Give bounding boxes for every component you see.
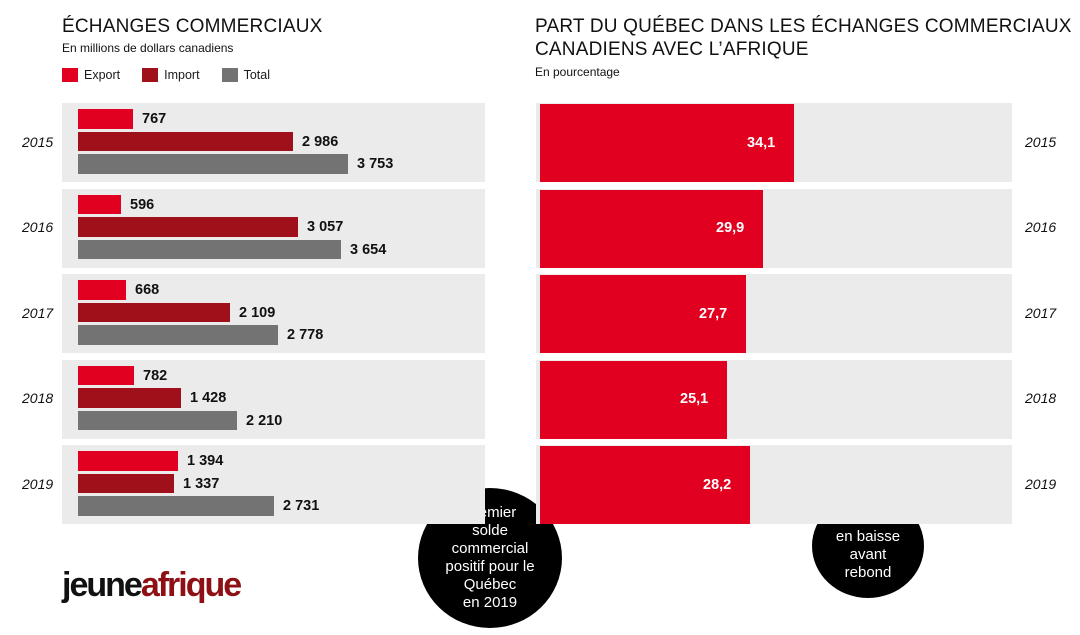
value-label-import-2017: 2 109 bbox=[239, 304, 276, 321]
bar-export-2015 bbox=[78, 109, 133, 129]
legend: Export Import Total bbox=[62, 68, 292, 82]
right-year-label-2016: 2016 bbox=[1025, 219, 1057, 235]
logo-word-jeune: jeune bbox=[62, 566, 143, 604]
left-year-label-2017: 2017 bbox=[22, 304, 54, 321]
bar-export-2016 bbox=[78, 194, 121, 214]
value-label-import-2019: 1 337 bbox=[183, 475, 220, 492]
right-year-label-2017: 2017 bbox=[1025, 304, 1057, 321]
bar-total-2018 bbox=[78, 410, 237, 430]
value-label-total-2015: 3 753 bbox=[357, 156, 394, 172]
value-label-total-2018: 2 210 bbox=[246, 412, 283, 429]
right-chart-subtitle: En pourcentage bbox=[535, 65, 620, 79]
bar-total-2016 bbox=[78, 239, 341, 259]
value-label-export-2018: 782 bbox=[143, 367, 168, 384]
left-year-label-2018: 2018 bbox=[22, 390, 54, 406]
value-label-import-2018: 1 428 bbox=[190, 390, 227, 406]
value-label-total-2017: 2 778 bbox=[287, 327, 324, 343]
share-value-label-2019: 28,2 bbox=[703, 476, 732, 493]
legend-item-total: Total bbox=[221, 68, 270, 82]
bar-export-2017 bbox=[78, 280, 126, 300]
left-chart-title: ÉCHANGES COMMERCIAUX bbox=[62, 16, 323, 37]
left-chart-subtitle: En millions de dollars canadiens bbox=[62, 41, 234, 55]
jeune-afrique-logo: jeuneafrique bbox=[62, 566, 242, 605]
left-year-label-2016: 2016 bbox=[22, 219, 54, 235]
share-value-label-2016: 29,9 bbox=[716, 220, 745, 236]
legend-swatch-export bbox=[62, 68, 78, 82]
bar-total-2015 bbox=[78, 154, 348, 174]
share-bar-2017 bbox=[540, 275, 746, 353]
value-label-export-2019: 1 394 bbox=[187, 453, 224, 469]
share-value-label-2018: 25,1 bbox=[680, 391, 709, 407]
bar-export-2019 bbox=[78, 451, 178, 471]
value-label-export-2015: 767 bbox=[142, 111, 167, 127]
share-value-label-2015: 34,1 bbox=[747, 134, 776, 151]
bar-import-2017 bbox=[78, 302, 230, 322]
bar-import-2016 bbox=[78, 217, 298, 237]
left-year-label-2015: 2015 bbox=[22, 133, 54, 150]
legend-swatch-total bbox=[221, 68, 238, 82]
left-annotation-text: Premier solde commercial positif pour le… bbox=[445, 504, 535, 611]
bar-import-2019 bbox=[78, 473, 174, 493]
share-bar-2016 bbox=[540, 189, 763, 268]
logo-word-afrique: afrique bbox=[140, 566, 242, 604]
share-value-label-2017: 27,7 bbox=[699, 305, 728, 322]
value-label-total-2016: 3 654 bbox=[350, 241, 387, 258]
legend-item-import: Import bbox=[142, 68, 200, 82]
right-year-label-2018: 2018 bbox=[1025, 390, 1057, 406]
value-label-total-2019: 2 731 bbox=[283, 498, 320, 514]
bar-total-2017 bbox=[78, 325, 278, 345]
value-label-import-2015: 2 986 bbox=[302, 133, 339, 150]
right-year-label-2015: 2015 bbox=[1025, 133, 1057, 150]
legend-swatch-import bbox=[142, 68, 159, 82]
value-label-import-2016: 3 057 bbox=[307, 219, 344, 235]
value-label-export-2016: 596 bbox=[130, 196, 155, 213]
legend-label-import: Import bbox=[164, 68, 200, 82]
legend-item-export: Export bbox=[62, 68, 120, 82]
share-bar-2015 bbox=[540, 104, 794, 182]
legend-label-export: Export bbox=[84, 68, 121, 82]
share-bar-2018 bbox=[540, 360, 727, 439]
left-year-label-2019: 2019 bbox=[22, 475, 54, 492]
right-chart-title-line1: PART DU QUÉBEC DANS LES ÉCHANGES COMMERC… bbox=[535, 16, 1072, 37]
right-chart-title-line2: CANADIENS AVEC L’AFRIQUE bbox=[535, 39, 809, 60]
bar-import-2015 bbox=[78, 131, 293, 151]
value-label-export-2017: 668 bbox=[135, 282, 160, 298]
bar-total-2019 bbox=[78, 496, 274, 516]
bar-export-2018 bbox=[78, 365, 134, 385]
bar-import-2018 bbox=[78, 388, 181, 408]
right-year-label-2019: 2019 bbox=[1025, 475, 1057, 492]
legend-label-total: Total bbox=[243, 68, 270, 82]
share-bar-2019 bbox=[540, 446, 750, 524]
